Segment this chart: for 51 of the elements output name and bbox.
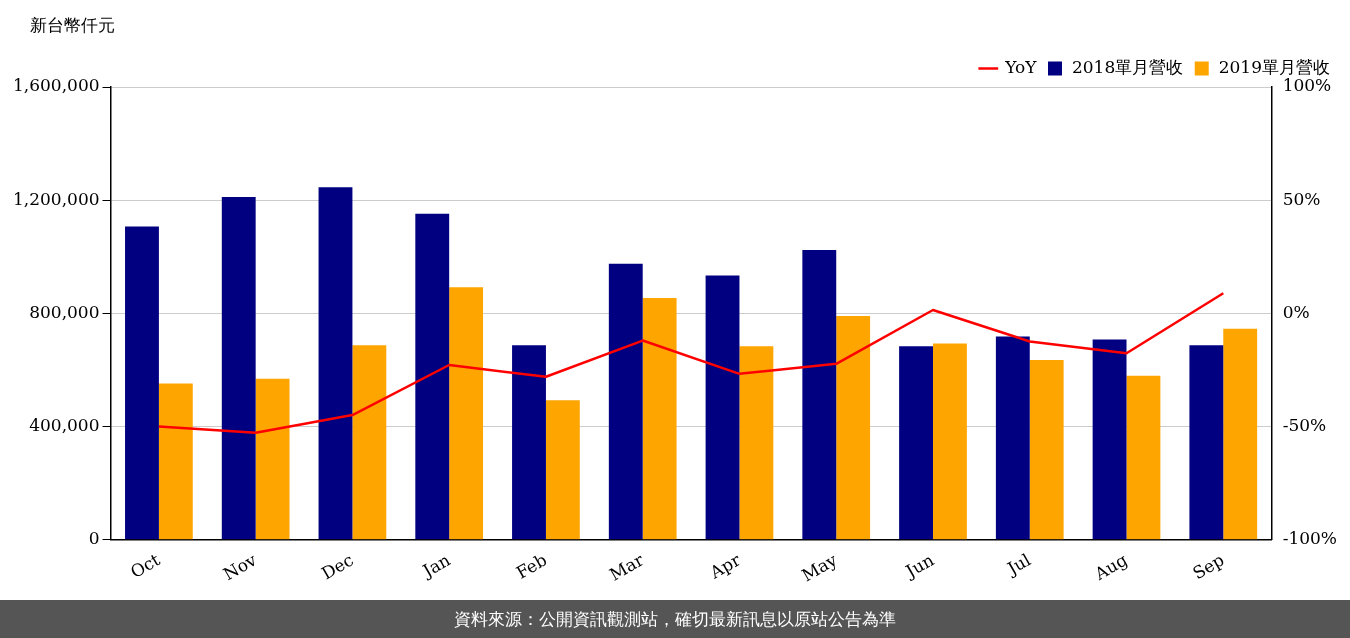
y2-tick-label: 0% xyxy=(1282,301,1310,322)
x-tick-label: Nov xyxy=(219,549,261,585)
bar xyxy=(1029,360,1064,540)
bar xyxy=(705,275,740,540)
bar xyxy=(932,343,967,540)
bar xyxy=(802,249,837,540)
bar xyxy=(642,298,677,540)
y2-tick-label: 100% xyxy=(1282,75,1332,96)
x-tick-label: Sep xyxy=(1189,549,1228,584)
x-tick-label: Aug xyxy=(1090,549,1131,585)
bar xyxy=(1126,375,1161,540)
y2-tick-label: -100% xyxy=(1282,528,1338,549)
bar xyxy=(836,315,871,540)
y-tick-label: 800,000 xyxy=(29,301,100,322)
bar xyxy=(1092,339,1127,540)
y-axis-title: 新台幣仟元 xyxy=(30,14,115,37)
bar xyxy=(545,400,580,540)
source-note: 資料來源：公開資訊觀測站，確切最新訊息以原站公告為準 xyxy=(0,600,1350,638)
bar xyxy=(512,345,546,540)
y-tick-label: 1,200,000 xyxy=(12,188,100,209)
bar xyxy=(125,226,159,540)
bar xyxy=(158,383,193,540)
x-tick-label: Apr xyxy=(705,549,745,584)
bar xyxy=(739,346,774,540)
y-tick-label: 1,600,000 xyxy=(12,75,100,96)
legend-label: YoY xyxy=(1004,56,1038,77)
x-tick-label: Jul xyxy=(1002,549,1034,580)
y-tick-label: 0 xyxy=(88,528,100,549)
y-tick-label: 400,000 xyxy=(29,414,100,435)
bar xyxy=(221,197,256,540)
y2-tick-label: -50% xyxy=(1282,414,1327,435)
y2-tick-label: 50% xyxy=(1282,188,1321,209)
bar xyxy=(1223,328,1258,540)
bar xyxy=(1189,345,1224,540)
x-tick-label: May xyxy=(798,549,841,586)
legend-label: 2018單月營收 xyxy=(1071,56,1184,77)
bar xyxy=(449,287,484,540)
bar xyxy=(318,187,353,540)
bar xyxy=(255,378,290,540)
bar xyxy=(415,213,450,540)
legend-label: 2019單月營收 xyxy=(1218,56,1330,77)
x-tick-label: Dec xyxy=(317,549,357,584)
bar xyxy=(352,345,387,540)
bar xyxy=(608,263,643,540)
bar xyxy=(899,346,933,540)
bar xyxy=(995,336,1030,540)
x-tick-label: Jan xyxy=(417,549,454,582)
x-tick-label: Oct xyxy=(126,549,164,583)
x-tick-label: Mar xyxy=(606,549,648,585)
x-tick-label: Feb xyxy=(512,549,551,583)
x-tick-label: Jun xyxy=(900,549,938,583)
